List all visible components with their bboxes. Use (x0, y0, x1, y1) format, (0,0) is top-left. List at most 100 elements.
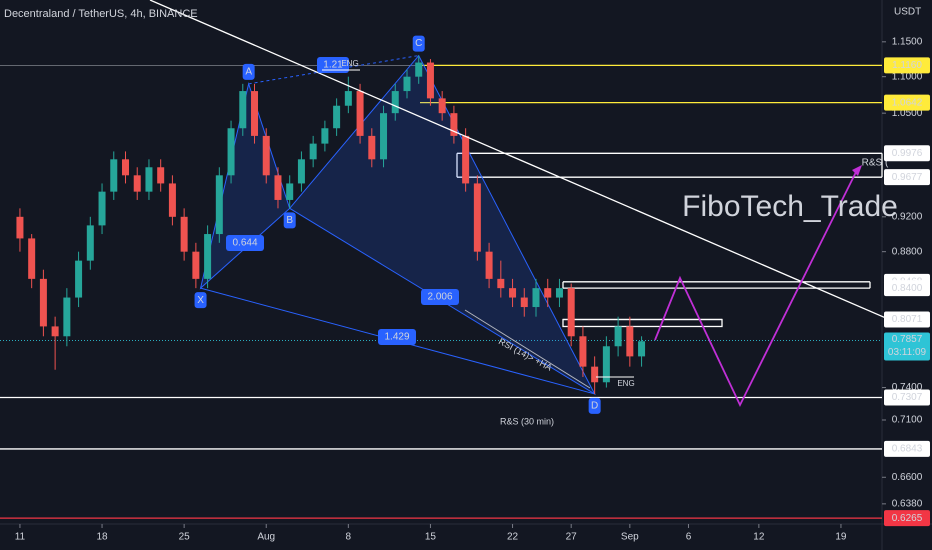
y-tick-label: 0.8800 (892, 246, 923, 257)
annotation: ENG (341, 59, 358, 68)
price-tag (884, 440, 930, 457)
candle-body (473, 183, 481, 252)
watermark: FiboTech_Trade (682, 190, 898, 223)
candle-body (344, 91, 352, 106)
candle-body (274, 175, 282, 200)
y-tick-label: 0.6600 (892, 472, 923, 483)
price-tag-label: 0.8071 (892, 314, 923, 325)
pattern-point-box (194, 292, 207, 309)
y-tick-label: 0.7100 (892, 415, 923, 426)
trend-line (149, 0, 896, 323)
candle-body (415, 62, 423, 77)
price-tag-label: 0.9677 (892, 172, 923, 183)
y-tick-label: 1.1000 (892, 71, 923, 82)
pattern-point-label: X (197, 295, 204, 306)
candle-body (157, 167, 165, 184)
candle-body (638, 341, 646, 357)
pattern-point-label: A (245, 66, 252, 77)
candle-body (333, 105, 341, 129)
annotation: R&S (30 min) (500, 416, 554, 426)
rsi-line (464, 309, 591, 389)
candle-body (286, 183, 294, 200)
ratio-box (226, 235, 264, 251)
candle-body (75, 260, 83, 298)
y-tick-label: 1.0500 (892, 108, 923, 119)
unit-label: USDT (894, 7, 921, 18)
candle-body (356, 91, 364, 136)
candle-body (98, 191, 106, 226)
price-tag-label: 0.6843 (892, 444, 923, 455)
candle-body (567, 288, 575, 337)
x-tick-label: 11 (15, 532, 26, 543)
chart-title: Decentraland / TetherUS, 4h, BINANCE (4, 8, 198, 20)
x-tick-label: 18 (96, 532, 108, 543)
pattern-point-box (283, 212, 296, 229)
price-tag (884, 94, 930, 111)
candle-body (555, 288, 563, 298)
candle-body (579, 336, 587, 367)
price-tag-label: 1.1160 (892, 60, 922, 71)
candle-body (391, 91, 399, 114)
candle-body (591, 366, 599, 383)
y-tick-label: 0.7400 (892, 382, 923, 393)
candle-body (192, 251, 200, 279)
candle-body (28, 238, 36, 279)
candle-body (450, 113, 458, 136)
candle-body (262, 135, 270, 176)
price-tag-label: 0.9976 (892, 148, 923, 159)
ratio-label: 2.006 (427, 292, 452, 303)
candle-body (121, 159, 129, 176)
price-tag (884, 145, 930, 162)
label-layer: 1.1500 1.1000 1.0500 0.9200 0.8800 0.7400 0.71… (15, 35, 930, 543)
price-tag-label: 0.7307 (892, 392, 923, 403)
last-price-tag (884, 332, 930, 361)
candle-body (485, 251, 493, 279)
candle-body (532, 288, 540, 308)
candle-body (321, 128, 329, 144)
candle-body (403, 76, 411, 92)
candle-body (39, 278, 47, 327)
ratio-box (421, 289, 459, 305)
ratio-label: 0.644 (232, 238, 257, 249)
candle-body (51, 326, 59, 337)
x-tick-label: 19 (835, 532, 847, 543)
projection-arrow (852, 165, 862, 176)
candle-body (251, 91, 259, 136)
x-tick-label: 25 (179, 532, 191, 543)
candle-body (133, 175, 141, 192)
ratio-box (317, 57, 349, 73)
candle-body (63, 297, 71, 337)
x-tick-label: 12 (753, 532, 765, 543)
projection-path (654, 167, 859, 408)
pattern-point-label: B (286, 215, 293, 226)
x-tick-label: Sep (621, 532, 639, 543)
candle-body (509, 288, 517, 298)
pattern-point-box (412, 35, 425, 52)
price-tag-label: 1.0642 (892, 97, 923, 108)
pattern-point-box (242, 63, 255, 80)
candle-body (16, 216, 24, 239)
countdown-label: 03:11:09 (888, 347, 927, 358)
price-tag (884, 280, 930, 297)
price-tag (884, 311, 930, 328)
candle-body (614, 326, 622, 347)
price-tag (884, 389, 930, 406)
candle-body (180, 216, 188, 252)
candle-body (110, 159, 118, 192)
last-price-label: 0.7857 (892, 334, 923, 345)
candle-body (602, 346, 610, 383)
x-tick-label: 27 (566, 532, 578, 543)
ratio-label: 1.21 (323, 60, 343, 71)
y-tick-label: 0.6380 (892, 498, 923, 509)
pattern-point-label: D (591, 401, 598, 412)
candle-body (544, 288, 552, 298)
candle-body (368, 135, 376, 160)
pattern-point-box (588, 397, 601, 414)
candle-body (239, 91, 247, 129)
candle-body (380, 113, 388, 160)
candle-body (438, 98, 446, 114)
pattern-point-label: C (415, 38, 422, 49)
